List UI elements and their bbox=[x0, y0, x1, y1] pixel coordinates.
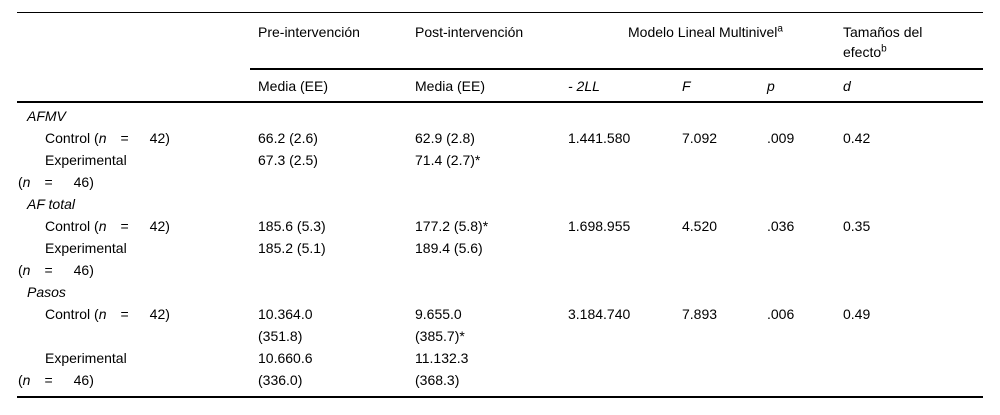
table-body-top-rule bbox=[17, 101, 983, 103]
section-row: AF total bbox=[17, 193, 983, 215]
section-label: AFMV bbox=[27, 108, 66, 124]
footnote-marker-a: a bbox=[777, 23, 783, 35]
cell-post: 177.2 (5.8)* bbox=[415, 218, 489, 234]
cell-post: 11.132.3 (368.3) bbox=[415, 350, 469, 388]
header-empty-cell bbox=[17, 22, 258, 62]
cell-p: .006 bbox=[767, 306, 795, 322]
cell-d: 0.49 bbox=[843, 306, 871, 322]
data-row: Experimental (n = 46) 10.660.6 (336.0) 11.13… bbox=[17, 347, 983, 391]
col-header-effect-size: Tamaños del efectob bbox=[843, 22, 983, 62]
col-header-pre-intervention: Pre-intervención bbox=[258, 24, 360, 40]
data-row: Control (n = 42) 66.2 (2.6) 62.9 (2.8) 1.44… bbox=[17, 127, 983, 149]
table-header-row-2: Media (EE) Media (EE) - 2LL F p d bbox=[17, 76, 983, 96]
row-label: Control (n = 42) bbox=[45, 306, 170, 322]
subheader-2ll: - 2LL bbox=[568, 78, 600, 94]
effect-size-label-line1: Tamaños del bbox=[843, 24, 923, 40]
cell-p: .036 bbox=[767, 218, 795, 234]
table-top-rule bbox=[17, 12, 983, 13]
cell-pre: 67.3 (2.5) bbox=[258, 152, 318, 168]
subheader-media-post: Media (EE) bbox=[415, 78, 486, 94]
col-header-multilevel-model: Modelo Lineal Multinivela bbox=[568, 22, 843, 62]
data-row: Control (n = 42) 185.6 (5.3) 177.2 (5.8)* 1… bbox=[17, 215, 983, 237]
row-label: Experimental (n = 46) bbox=[18, 350, 127, 388]
subheader-f: F bbox=[682, 78, 691, 94]
cell-post: 71.4 (2.7)* bbox=[415, 152, 481, 168]
cell-ll: 3.184.740 bbox=[568, 306, 631, 322]
subheader-media-pre: Media (EE) bbox=[258, 78, 329, 94]
cell-pre: 185.2 (5.1) bbox=[258, 240, 326, 256]
data-row: Experimental (n = 46) 185.2 (5.1) 189.4 (5.… bbox=[17, 237, 983, 281]
cell-pre: 10.660.6 (336.0) bbox=[258, 350, 313, 388]
footnote-marker-b: b bbox=[881, 43, 887, 55]
cell-pre: 185.6 (5.3) bbox=[258, 218, 326, 234]
subheader-empty-cell bbox=[17, 76, 258, 96]
cell-post: 62.9 (2.8) bbox=[415, 130, 475, 146]
row-label: Experimental (n = 46) bbox=[18, 240, 127, 278]
table-header-row-1: Pre-intervención Post-intervención Model… bbox=[17, 22, 983, 62]
cell-ll: 1.698.955 bbox=[568, 218, 631, 234]
cell-d: 0.35 bbox=[843, 218, 871, 234]
table-header-divider-rule bbox=[250, 68, 983, 70]
cell-pre: 10.364.0 (351.8) bbox=[258, 306, 313, 344]
row-label: Control (n = 42) bbox=[45, 218, 170, 234]
cell-post: 189.4 (5.6) bbox=[415, 240, 483, 256]
cell-p: .009 bbox=[767, 130, 795, 146]
section-row: AFMV bbox=[17, 105, 983, 127]
row-label: Control (n = 42) bbox=[45, 130, 170, 146]
table-bottom-rule bbox=[17, 396, 983, 398]
cell-f: 4.520 bbox=[682, 218, 718, 234]
cell-pre: 66.2 (2.6) bbox=[258, 130, 318, 146]
cell-f: 7.893 bbox=[682, 306, 718, 322]
row-label: Experimental (n = 46) bbox=[18, 152, 127, 190]
multilevel-model-label: Modelo Lineal Multinivel bbox=[628, 24, 778, 40]
col-header-post-intervention: Post-intervención bbox=[415, 24, 524, 40]
cell-f: 7.092 bbox=[682, 130, 718, 146]
data-row: Experimental (n = 46) 67.3 (2.5) 71.4 (2.7)… bbox=[17, 149, 983, 193]
effect-size-label-line2: efectob bbox=[843, 43, 887, 60]
subheader-p: p bbox=[767, 78, 775, 94]
table-body: AFMV Control (n = 42) 66.2 (2.6) 62.9 (2.8)… bbox=[17, 105, 983, 391]
cell-ll: 1.441.580 bbox=[568, 130, 631, 146]
cell-d: 0.42 bbox=[843, 130, 871, 146]
section-label: Pasos bbox=[27, 284, 66, 300]
subheader-d: d bbox=[843, 78, 851, 94]
cell-post: 9.655.0 (385.7)* bbox=[415, 306, 465, 344]
section-row: Pasos bbox=[17, 281, 983, 303]
section-label: AF total bbox=[27, 196, 75, 212]
data-row: Control (n = 42) 10.364.0 (351.8) 9.655.0 (3… bbox=[17, 303, 983, 347]
